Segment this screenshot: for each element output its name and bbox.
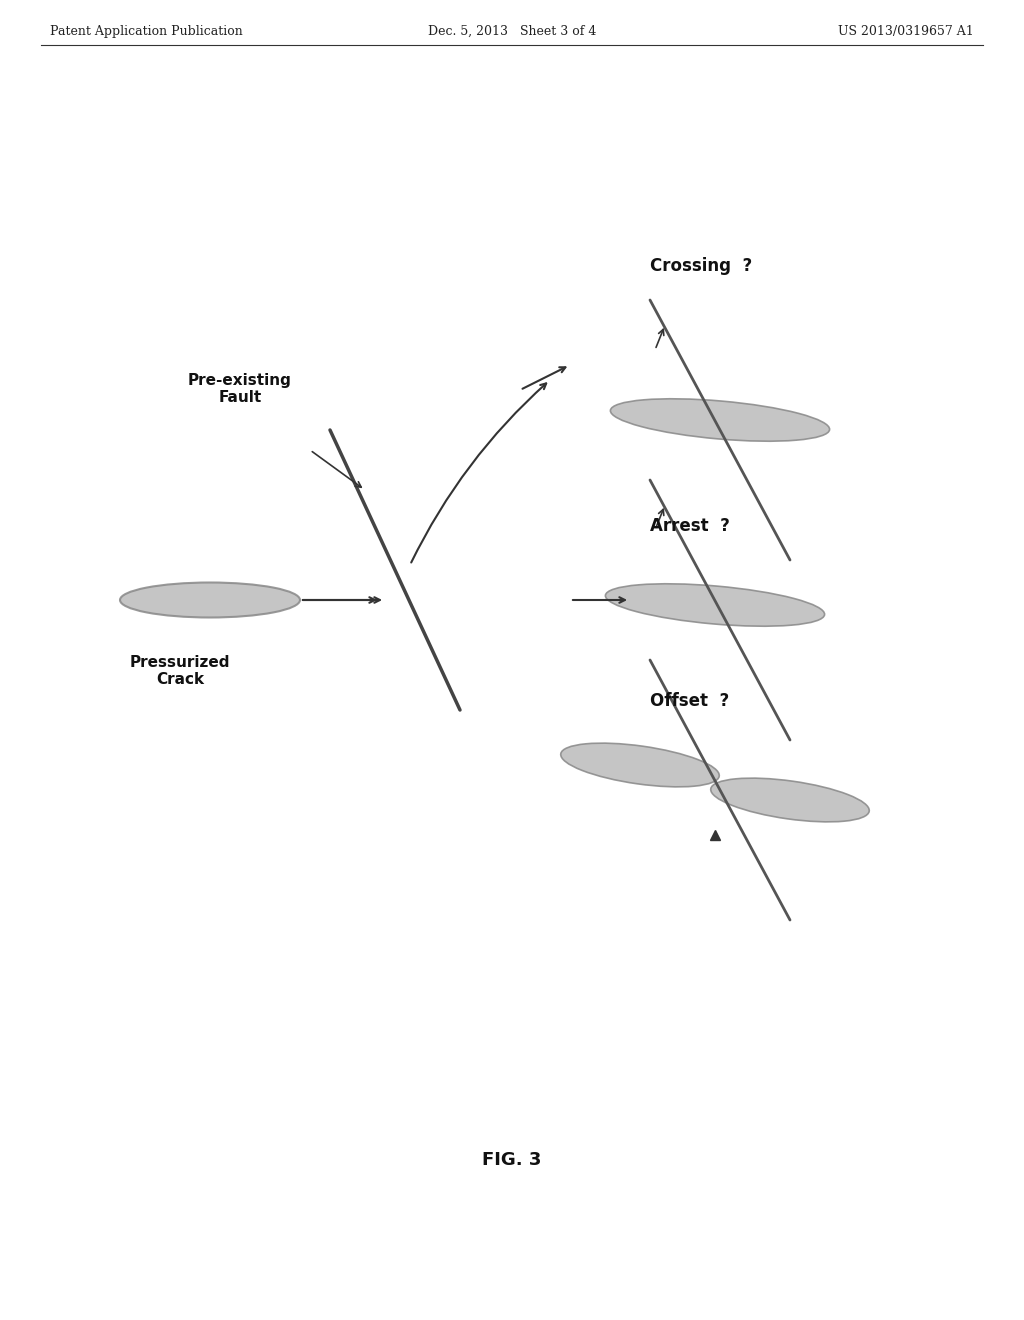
Text: Pre-existing
Fault: Pre-existing Fault: [188, 372, 292, 405]
Text: Arrest  ?: Arrest ?: [650, 517, 730, 535]
Text: Offset  ?: Offset ?: [650, 692, 729, 710]
Ellipse shape: [711, 777, 869, 822]
Text: FIG. 3: FIG. 3: [482, 1151, 542, 1170]
Text: Crossing  ?: Crossing ?: [650, 257, 753, 275]
Text: Pressurized
Crack: Pressurized Crack: [130, 655, 230, 688]
Text: US 2013/0319657 A1: US 2013/0319657 A1: [839, 25, 974, 38]
Text: Patent Application Publication: Patent Application Publication: [50, 25, 243, 38]
Text: Dec. 5, 2013   Sheet 3 of 4: Dec. 5, 2013 Sheet 3 of 4: [428, 25, 596, 38]
Ellipse shape: [605, 583, 824, 626]
Ellipse shape: [561, 743, 719, 787]
Ellipse shape: [610, 399, 829, 441]
Ellipse shape: [120, 582, 300, 618]
